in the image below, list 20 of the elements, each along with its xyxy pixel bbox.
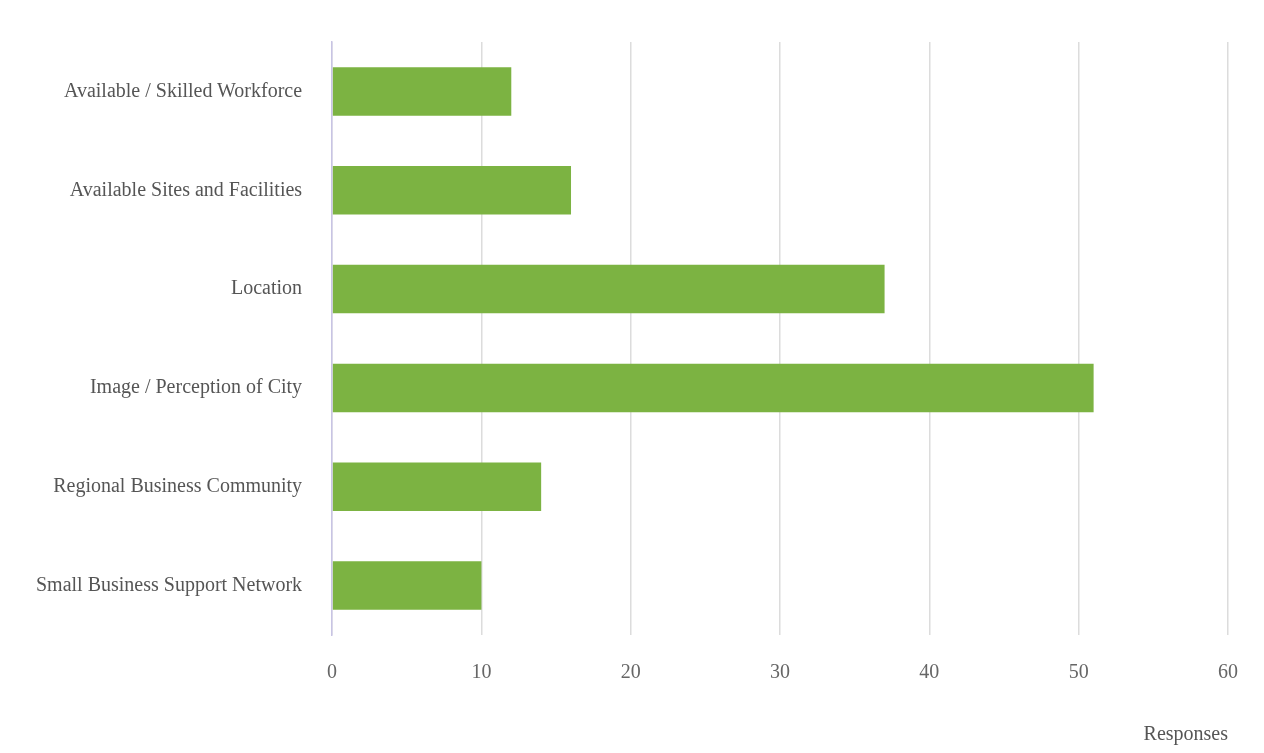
bar [332, 462, 542, 511]
y-tick-label: Available / Skilled Workforce [63, 78, 303, 101]
x-axis-title: Responses [1143, 722, 1229, 746]
y-tick-label: Location [231, 276, 303, 299]
y-tick-label: Available Sites and Facilities [69, 177, 303, 200]
bar [332, 67, 512, 116]
bar [332, 264, 885, 314]
x-tick-label: 50 [1068, 660, 1089, 683]
y-tick-label: Small Business Support Network [35, 572, 303, 596]
y-tick-label: Regional Business Community [53, 474, 303, 497]
x-tick-label: 40 [919, 660, 940, 683]
y-tick-label: Image / Perception of City [89, 375, 303, 399]
x-tick-label: 10 [471, 660, 492, 683]
x-tick-label: 60 [1218, 660, 1238, 683]
bar [332, 561, 482, 610]
x-tick-label: 0 [327, 660, 338, 683]
x-tick-label: 30 [770, 660, 791, 683]
bar [332, 363, 1094, 413]
bar [332, 166, 572, 215]
x-tick-label: 20 [620, 660, 641, 683]
